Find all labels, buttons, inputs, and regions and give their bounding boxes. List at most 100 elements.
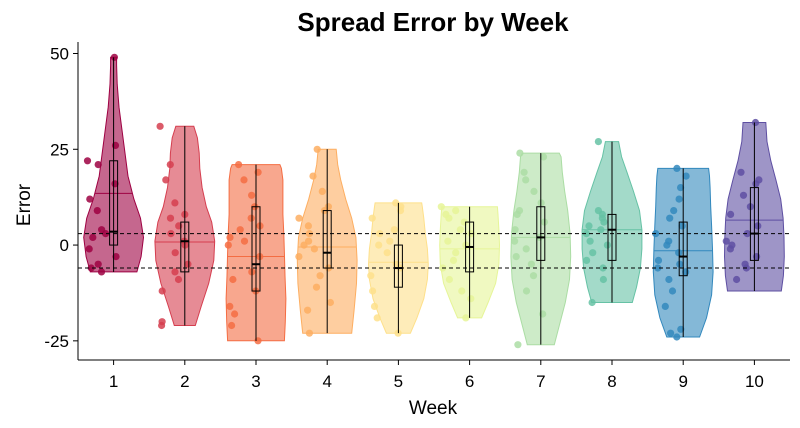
point-week-4-17 xyxy=(305,329,313,337)
point-week-6-12 xyxy=(445,275,453,284)
point-week-1-9 xyxy=(89,233,97,241)
point-week-4-10 xyxy=(310,245,318,253)
point-week-2-13 xyxy=(174,275,183,284)
point-week-1-8 xyxy=(102,230,110,238)
point-week-4-2 xyxy=(318,187,326,195)
x-tick-label-9: 9 xyxy=(678,372,687,391)
point-week-1-12 xyxy=(94,260,102,268)
point-week-5-12 xyxy=(369,287,377,295)
point-week-9-16 xyxy=(668,287,677,295)
point-week-4-15 xyxy=(326,298,334,307)
point-week-7-0 xyxy=(516,149,524,157)
point-week-10-8 xyxy=(743,230,751,238)
point-week-1-14 xyxy=(97,268,106,276)
point-week-2-1 xyxy=(166,161,174,169)
point-week-9-17 xyxy=(661,302,669,310)
point-week-5-15 xyxy=(394,329,402,337)
point-week-4-1 xyxy=(309,172,317,180)
y-tick-label-0: -25 xyxy=(44,332,69,351)
point-week-8-14 xyxy=(588,298,596,307)
point-week-6-15 xyxy=(462,314,470,322)
point-week-2-2 xyxy=(162,176,170,184)
point-week-5-0 xyxy=(392,199,400,207)
point-week-1-11 xyxy=(112,253,120,261)
point-week-1-6 xyxy=(93,207,101,215)
point-week-3-7 xyxy=(236,226,244,234)
point-week-6-13 xyxy=(458,287,466,295)
point-week-6-0 xyxy=(437,203,445,211)
point-week-6-14 xyxy=(467,295,475,303)
point-week-1-0 xyxy=(110,53,118,61)
point-week-9-2 xyxy=(677,184,685,192)
point-week-3-10 xyxy=(224,241,232,249)
point-week-7-11 xyxy=(510,237,519,245)
point-week-9-12 xyxy=(676,260,684,268)
point-week-1-3 xyxy=(94,161,102,169)
point-week-6-3 xyxy=(445,214,453,222)
point-week-5-8 xyxy=(383,249,391,257)
point-week-10-4 xyxy=(739,191,748,199)
point-week-6-10 xyxy=(449,256,458,264)
x-tick-label-3: 3 xyxy=(251,372,260,391)
point-week-10-7 xyxy=(754,222,762,230)
point-week-4-14 xyxy=(312,283,321,291)
x-tick-label-5: 5 xyxy=(394,372,403,391)
point-week-3-5 xyxy=(247,214,255,222)
box-week-9 xyxy=(678,221,688,277)
point-week-5-13 xyxy=(370,302,379,310)
point-week-7-4 xyxy=(530,187,538,195)
point-week-2-14 xyxy=(158,287,166,295)
point-week-7-15 xyxy=(529,272,538,280)
point-week-7-7 xyxy=(513,210,521,218)
point-week-3-9 xyxy=(240,237,249,245)
point-week-3-18 xyxy=(254,337,262,345)
point-week-8-6 xyxy=(597,226,605,234)
point-week-10-15 xyxy=(733,275,741,284)
point-week-8-7 xyxy=(582,230,591,238)
point-week-7-13 xyxy=(512,253,520,261)
x-tick-label-2: 2 xyxy=(180,372,189,391)
y-tick-label-1: 0 xyxy=(60,236,69,255)
point-week-2-0 xyxy=(156,122,164,130)
box-week-8 xyxy=(607,213,617,261)
point-week-9-1 xyxy=(682,172,690,180)
point-week-9-20 xyxy=(673,333,681,341)
point-week-3-13 xyxy=(229,275,237,284)
point-week-1-5 xyxy=(86,195,94,203)
x-tick-label-8: 8 xyxy=(607,372,616,391)
point-week-9-3 xyxy=(675,195,683,203)
point-week-7-9 xyxy=(511,226,519,234)
point-week-6-9 xyxy=(452,249,460,257)
point-week-9-18 xyxy=(677,325,685,333)
point-week-7-3 xyxy=(522,176,530,184)
chart-title: Spread Error by Week xyxy=(297,7,569,37)
point-week-7-14 xyxy=(527,260,536,268)
point-week-5-14 xyxy=(373,314,381,322)
point-week-3-2 xyxy=(240,176,248,184)
x-tick-label-4: 4 xyxy=(322,372,331,391)
point-week-9-5 xyxy=(666,214,674,222)
point-week-2-5 xyxy=(166,214,175,222)
box-week-1 xyxy=(109,160,119,246)
point-week-9-15 xyxy=(665,275,673,284)
box-week-4 xyxy=(322,210,332,269)
point-week-4-16 xyxy=(304,306,312,314)
point-week-5-6 xyxy=(386,237,394,245)
point-week-7-17 xyxy=(539,310,547,318)
point-week-9-9 xyxy=(663,241,671,249)
point-week-8-4 xyxy=(600,218,608,226)
point-week-6-7 xyxy=(444,237,452,245)
point-week-1-13 xyxy=(87,264,95,272)
point-week-9-0 xyxy=(673,164,681,172)
point-week-10-3 xyxy=(752,180,760,188)
point-week-4-9 xyxy=(300,241,308,249)
point-week-2-11 xyxy=(184,260,192,268)
y-tick-label-2: 25 xyxy=(50,140,69,159)
point-week-3-15 xyxy=(226,302,234,310)
point-week-2-12 xyxy=(171,268,179,276)
point-week-2-3 xyxy=(171,199,179,207)
point-week-3-8 xyxy=(226,233,234,241)
box-week-2 xyxy=(180,221,190,273)
point-week-4-13 xyxy=(316,272,324,280)
